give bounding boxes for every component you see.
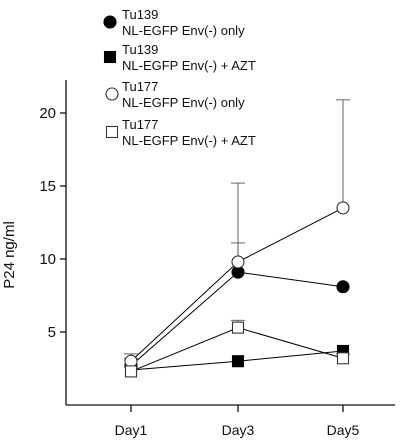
y-tick-label: 5 xyxy=(48,324,56,341)
legend-label: NL-EGFP Env(-) only xyxy=(122,95,245,110)
y-tick-label: 10 xyxy=(39,251,56,268)
legend-label: Tu139 xyxy=(122,7,158,22)
series-3 xyxy=(124,99,350,368)
y-ticks: 5 10 15 20 xyxy=(39,105,66,341)
legend-label: NL-EGFP Env(-) + AZT xyxy=(122,133,256,148)
series-4 xyxy=(124,319,350,378)
x-tick-label: Day3 xyxy=(222,422,255,438)
legend-label: Tu177 xyxy=(122,117,158,132)
y-tick-label: 20 xyxy=(39,105,56,122)
data-point xyxy=(336,201,350,215)
x-tick-label: Day5 xyxy=(327,422,360,438)
data-point xyxy=(231,355,245,368)
legend-label: Tu177 xyxy=(122,79,158,94)
legend-marker xyxy=(105,87,119,101)
series-group xyxy=(124,99,350,378)
data-point xyxy=(231,255,245,269)
legend-label: NL-EGFP Env(-) + AZT xyxy=(122,58,256,73)
legend-marker xyxy=(105,125,119,139)
data-point xyxy=(231,321,245,334)
data-point xyxy=(336,352,350,365)
data-point xyxy=(336,280,350,294)
y-tick-label: 15 xyxy=(39,178,56,195)
plot-area: 5 10 15 20 Day1 Day3 Day5 xyxy=(39,80,395,438)
legend-marker xyxy=(103,15,117,29)
series-line xyxy=(130,271,344,366)
legend-marker xyxy=(103,50,117,64)
y-axis-label: P24 ng/ml xyxy=(1,221,18,289)
legend-label: Tu139 xyxy=(122,42,158,57)
data-point xyxy=(124,365,138,378)
x-ticks: Day1 Day3 Day5 xyxy=(115,405,360,438)
x-tick-label: Day1 xyxy=(115,422,148,438)
legend-label: NL-EGFP Env(-) only xyxy=(122,23,245,38)
